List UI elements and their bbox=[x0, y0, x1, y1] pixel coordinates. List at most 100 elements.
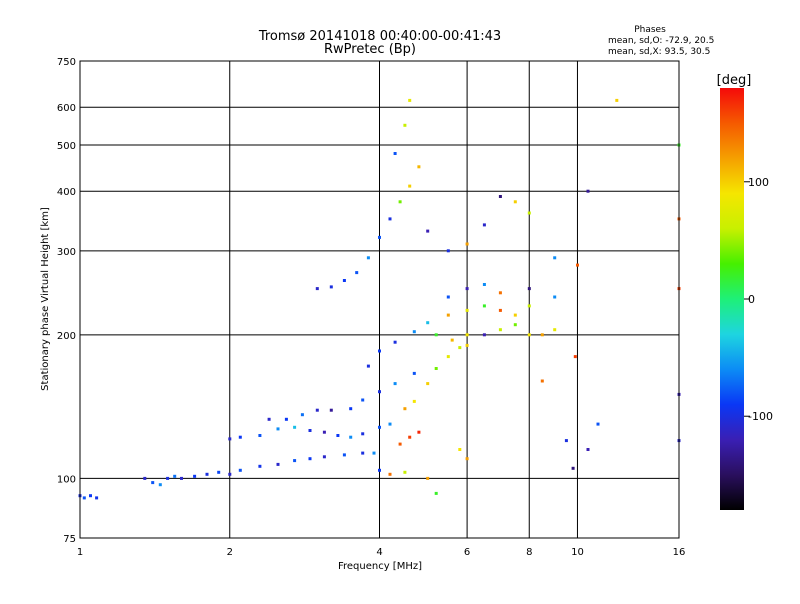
data-point bbox=[158, 483, 162, 487]
data-point bbox=[267, 417, 271, 421]
x-tick-label: 8 bbox=[526, 547, 532, 558]
data-point bbox=[498, 308, 502, 312]
data-point bbox=[540, 379, 544, 383]
data-point bbox=[446, 249, 450, 253]
data-point bbox=[180, 476, 183, 480]
data-point bbox=[458, 346, 462, 350]
data-point bbox=[498, 195, 502, 198]
data-point bbox=[498, 328, 502, 332]
y-tick-label: 400 bbox=[57, 187, 76, 198]
data-point bbox=[378, 468, 381, 472]
data-point bbox=[573, 355, 577, 359]
data-point bbox=[446, 355, 450, 359]
data-point bbox=[446, 295, 450, 299]
data-point bbox=[293, 425, 297, 429]
y-tick-label: 500 bbox=[57, 141, 76, 152]
data-point bbox=[398, 442, 402, 446]
data-point bbox=[378, 235, 381, 239]
data-point bbox=[276, 462, 280, 466]
data-point bbox=[89, 494, 92, 498]
x-axis-label: Frequency [MHz] bbox=[338, 561, 422, 572]
data-point bbox=[465, 333, 469, 337]
x-tick-label: 4 bbox=[376, 547, 382, 558]
data-point bbox=[527, 211, 531, 215]
phases-header: Phases bbox=[634, 25, 666, 35]
data-point bbox=[426, 321, 430, 325]
data-point bbox=[426, 476, 430, 480]
data-point bbox=[403, 123, 407, 127]
data-point bbox=[596, 422, 600, 426]
y-axis-label: Stationary phase Virtual Height [km] bbox=[40, 207, 51, 391]
data-point bbox=[228, 472, 232, 476]
data-point bbox=[315, 408, 319, 412]
data-point bbox=[465, 308, 469, 312]
data-point bbox=[166, 476, 170, 480]
data-point bbox=[366, 256, 370, 260]
data-point bbox=[398, 200, 402, 204]
data-point bbox=[393, 340, 397, 344]
data-point bbox=[615, 98, 619, 102]
data-point bbox=[378, 390, 381, 394]
data-point bbox=[417, 165, 421, 169]
data-point bbox=[553, 295, 557, 299]
data-point bbox=[465, 457, 469, 461]
data-point bbox=[426, 229, 430, 233]
data-point bbox=[393, 382, 397, 386]
data-point bbox=[276, 427, 280, 431]
data-point bbox=[408, 184, 412, 188]
data-point bbox=[527, 304, 531, 308]
data-point bbox=[450, 338, 454, 342]
data-point bbox=[553, 256, 557, 260]
data-point bbox=[527, 333, 531, 337]
data-point bbox=[482, 283, 486, 286]
data-point bbox=[361, 398, 365, 402]
data-point bbox=[322, 430, 326, 434]
data-point bbox=[482, 304, 486, 308]
data-point bbox=[308, 457, 312, 461]
data-point bbox=[426, 382, 430, 386]
data-point bbox=[366, 364, 370, 368]
data-point bbox=[482, 333, 486, 337]
y-tick-label: 100 bbox=[57, 474, 76, 485]
data-point bbox=[372, 451, 376, 455]
data-point bbox=[576, 263, 579, 267]
colorbar-tick-label: 100 bbox=[748, 176, 769, 189]
data-point bbox=[342, 453, 346, 457]
scatter-points bbox=[78, 98, 681, 500]
x-tick-label: 2 bbox=[227, 547, 233, 558]
data-point bbox=[408, 98, 412, 102]
colorbar-label: [deg] bbox=[717, 73, 752, 88]
axis-ticks: 1 2 4 6 8 10 16 75 100 200 300 400 500 600 750 bbox=[57, 57, 685, 558]
colorbar-tick-label: -100 bbox=[748, 410, 773, 423]
data-point bbox=[586, 189, 590, 193]
data-point bbox=[238, 435, 242, 439]
data-point bbox=[228, 437, 232, 441]
data-point bbox=[82, 496, 86, 500]
data-point bbox=[412, 330, 416, 334]
phases-stats-x: mean, sd,X: 93.5, 30.5 bbox=[608, 47, 710, 57]
data-point bbox=[361, 451, 365, 455]
data-point bbox=[498, 291, 502, 295]
data-point bbox=[527, 287, 531, 291]
data-point bbox=[465, 343, 469, 347]
data-point bbox=[434, 333, 438, 337]
y-tick-label: 750 bbox=[57, 57, 76, 68]
plot-frame bbox=[79, 60, 680, 539]
data-point bbox=[329, 408, 333, 412]
data-point bbox=[258, 464, 262, 468]
y-tick-label: 600 bbox=[57, 103, 76, 114]
data-point bbox=[388, 472, 392, 476]
data-point bbox=[336, 434, 340, 437]
data-point bbox=[342, 279, 346, 282]
data-point bbox=[586, 448, 590, 451]
data-point bbox=[417, 430, 421, 434]
y-tick-label: 200 bbox=[57, 331, 76, 342]
data-point bbox=[238, 468, 242, 472]
data-point bbox=[403, 407, 407, 411]
data-point bbox=[151, 481, 155, 485]
data-point bbox=[355, 271, 359, 275]
colorbar-tick-label: 0 bbox=[748, 293, 755, 306]
data-point bbox=[553, 328, 557, 332]
data-point bbox=[378, 349, 381, 353]
